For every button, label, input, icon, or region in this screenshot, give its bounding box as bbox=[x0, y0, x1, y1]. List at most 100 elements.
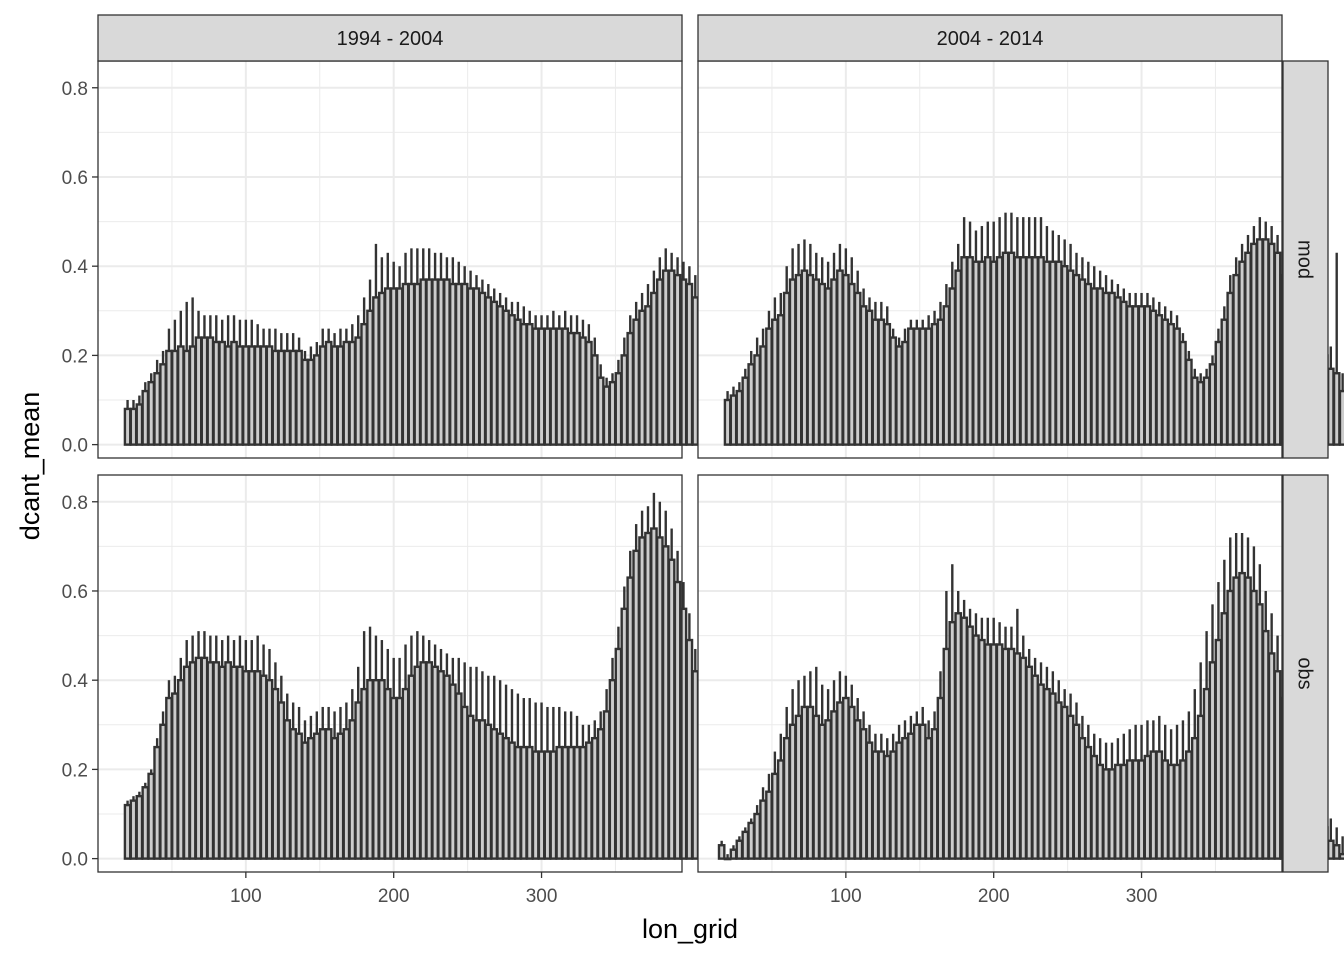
bar bbox=[1114, 763, 1122, 860]
bar bbox=[1326, 839, 1335, 860]
bar bbox=[454, 692, 463, 860]
bar bbox=[1261, 238, 1270, 446]
bar bbox=[638, 536, 646, 860]
bar bbox=[555, 327, 564, 446]
bar bbox=[1048, 692, 1057, 860]
bar bbox=[924, 327, 933, 446]
bar bbox=[360, 687, 368, 860]
bar bbox=[407, 674, 416, 860]
axes-layer: 0.0 0.2 0.4 0.6 0.8 0.0 0.2 0.4 0.6 0.8 100 200 300 1… bbox=[62, 79, 1158, 907]
bar bbox=[478, 719, 487, 860]
bar bbox=[147, 380, 156, 446]
bar bbox=[573, 745, 581, 860]
bar bbox=[895, 741, 903, 860]
bar bbox=[579, 336, 587, 446]
bar bbox=[490, 300, 499, 446]
bar bbox=[972, 634, 980, 860]
bar bbox=[1119, 763, 1128, 860]
bar bbox=[673, 580, 682, 860]
x-tick-label: 100 bbox=[230, 886, 262, 907]
bar bbox=[859, 728, 868, 860]
bar bbox=[425, 661, 434, 860]
bar bbox=[1190, 376, 1199, 446]
bar bbox=[1167, 322, 1175, 446]
bar bbox=[632, 318, 641, 446]
bar bbox=[626, 576, 635, 860]
bar bbox=[1196, 380, 1205, 446]
bar bbox=[401, 282, 410, 446]
bar bbox=[1043, 687, 1051, 860]
bar bbox=[936, 318, 945, 446]
bar bbox=[788, 278, 797, 446]
bar bbox=[901, 340, 909, 446]
panel-border bbox=[697, 474, 1283, 873]
bar bbox=[200, 336, 209, 446]
y-tick-label: 0.2 bbox=[62, 346, 88, 367]
bar bbox=[1060, 705, 1069, 860]
bar bbox=[1066, 269, 1075, 446]
bar bbox=[573, 331, 581, 446]
bar bbox=[936, 696, 945, 860]
bar bbox=[1125, 305, 1134, 446]
bar bbox=[983, 643, 992, 860]
bar bbox=[812, 278, 821, 446]
bar bbox=[590, 354, 599, 446]
bar bbox=[129, 407, 138, 446]
bar bbox=[836, 701, 844, 860]
bar bbox=[1161, 759, 1170, 860]
bar bbox=[847, 705, 856, 860]
bar bbox=[519, 322, 528, 446]
bar bbox=[490, 728, 499, 860]
bar bbox=[472, 719, 481, 860]
bar bbox=[1208, 363, 1217, 446]
bar bbox=[1326, 367, 1335, 446]
bar bbox=[818, 723, 827, 860]
bar bbox=[372, 296, 380, 446]
panel-2004-2014-obs bbox=[697, 474, 1344, 873]
bar bbox=[1208, 661, 1217, 860]
bar bbox=[1338, 389, 1344, 446]
bar bbox=[1267, 652, 1276, 860]
bar bbox=[661, 269, 670, 446]
bar bbox=[1096, 763, 1105, 860]
bar bbox=[841, 696, 850, 860]
bar bbox=[1019, 256, 1028, 446]
bar bbox=[942, 305, 951, 446]
x-tick-label: 200 bbox=[378, 886, 410, 907]
bar bbox=[508, 741, 516, 860]
bar bbox=[1244, 576, 1252, 860]
bar bbox=[954, 269, 963, 446]
bar bbox=[1060, 264, 1069, 446]
x-axis-title: lon_grid bbox=[642, 914, 738, 944]
bar bbox=[508, 314, 516, 446]
bar bbox=[901, 736, 909, 860]
bar bbox=[794, 273, 803, 446]
bar bbox=[437, 670, 445, 860]
bar bbox=[1184, 358, 1193, 446]
bar bbox=[1250, 589, 1258, 860]
bar bbox=[289, 728, 298, 860]
bar bbox=[312, 354, 321, 446]
bar bbox=[924, 736, 933, 860]
bar bbox=[1155, 750, 1164, 860]
y-tick-label: 0.8 bbox=[62, 493, 88, 514]
bar bbox=[673, 273, 682, 446]
bar bbox=[519, 745, 528, 860]
bar bbox=[496, 305, 505, 446]
bar bbox=[1255, 238, 1264, 446]
bar bbox=[1184, 750, 1193, 860]
bar bbox=[626, 331, 635, 446]
bar bbox=[324, 728, 333, 860]
bar bbox=[782, 291, 791, 446]
bar bbox=[579, 745, 587, 860]
bar bbox=[200, 656, 209, 860]
bar bbox=[283, 719, 292, 860]
bar bbox=[877, 750, 886, 860]
bar bbox=[620, 354, 629, 446]
bar bbox=[360, 322, 368, 446]
bar bbox=[419, 661, 428, 860]
bar bbox=[1190, 736, 1199, 860]
bar bbox=[543, 750, 552, 860]
bar bbox=[883, 754, 892, 860]
bar bbox=[1202, 376, 1211, 446]
